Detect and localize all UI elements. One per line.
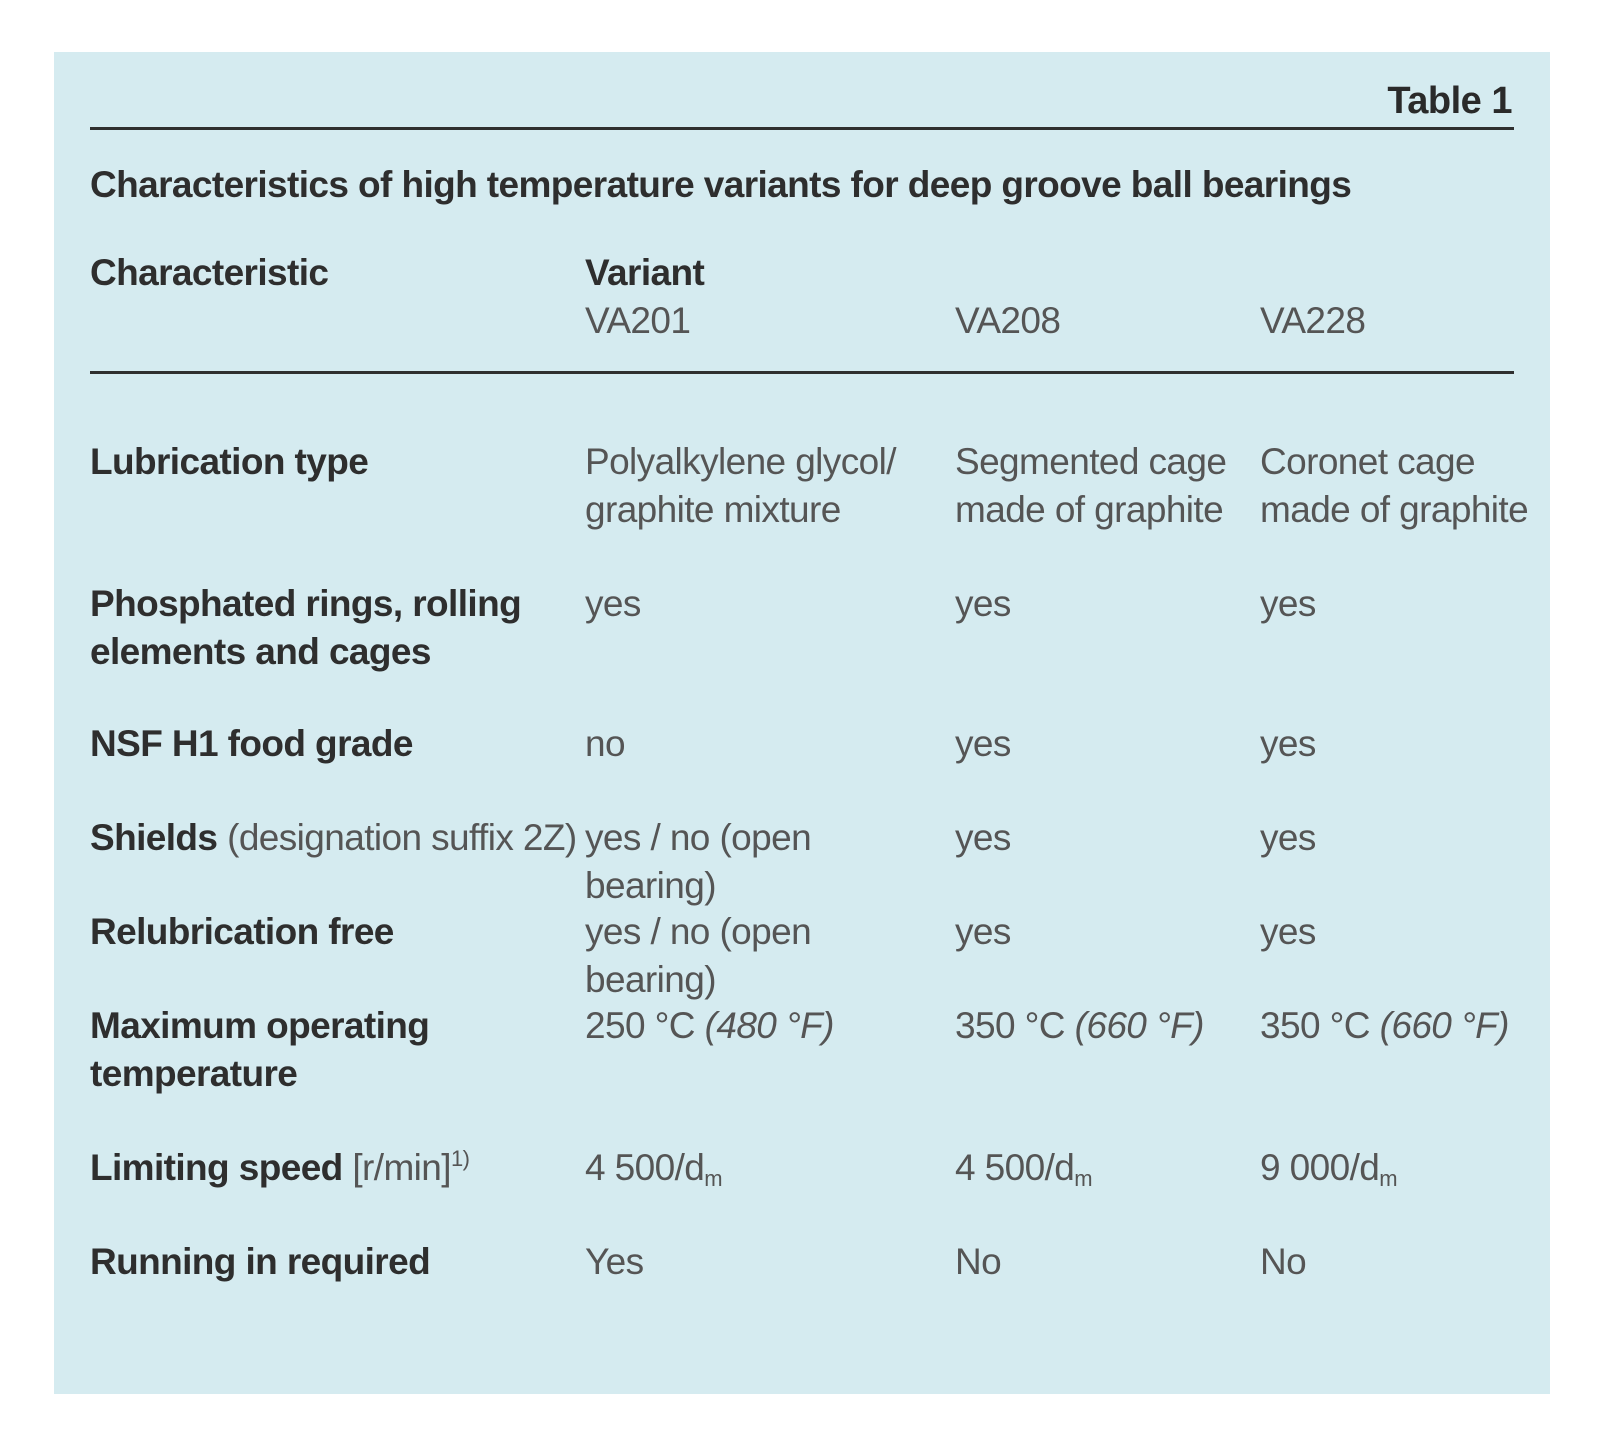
cell-va228: yes [1260, 817, 1316, 858]
row-label: Lubrication type [90, 441, 369, 482]
label-note: [r/min] [352, 1147, 451, 1188]
row-label: Relubrication free [90, 911, 394, 952]
cell-line: made of graphite [955, 489, 1224, 530]
temp-fahrenheit: (660 °F) [1379, 1005, 1510, 1046]
table-number: Table 1 [1387, 80, 1512, 122]
speed-value: 4 500/d [585, 1147, 705, 1188]
row-label: Phosphated rings, rolling elements and c… [90, 580, 580, 676]
speed-value: 4 500/d [955, 1147, 1075, 1188]
cell-va208: yes [955, 723, 1011, 764]
cell-va208: yes [955, 817, 1011, 858]
label-line: Phosphated rings, rolling [90, 583, 522, 624]
cell-line: made of graphite [1260, 489, 1529, 530]
label-text: Shields [90, 817, 218, 858]
cell-va228: No [1260, 1241, 1307, 1282]
speed-subscript: m [704, 1166, 722, 1191]
footnote-marker: 1) [450, 1146, 470, 1171]
label-line: elements and cages [90, 631, 431, 672]
speed-value: 9 000/d [1260, 1147, 1380, 1188]
header-variant-va228: VA228 [1260, 300, 1366, 341]
cell-va201: 250 °C (480 °F) [585, 1002, 950, 1050]
label-text: Limiting speed [90, 1147, 343, 1188]
row-label: Shields (designation suffix 2Z) [90, 814, 580, 862]
cell-va201: yes / no (open bearing) [585, 817, 812, 906]
cell-line: Segmented cage [955, 441, 1227, 482]
cell-va228: 350 °C (660 °F) [1260, 1002, 1560, 1050]
cell-va201: no [585, 723, 626, 764]
cell-va208: 4 500/dm [955, 1144, 1255, 1192]
cell-va228: yes [1260, 911, 1316, 952]
cell-line: Coronet cage [1260, 441, 1476, 482]
temp-celsius: 350 °C [1260, 1005, 1371, 1046]
cell-va201: yes / no (open bearing) [585, 911, 812, 1000]
cell-va208: 350 °C (660 °F) [955, 1002, 1255, 1050]
row-label: NSF H1 food grade [90, 723, 413, 764]
cell-va201: 4 500/dm [585, 1144, 950, 1192]
top-rule [90, 127, 1514, 130]
temp-fahrenheit: (480 °F) [704, 1005, 835, 1046]
table-panel: Table 1 Characteristics of high temperat… [54, 52, 1550, 1394]
header-characteristic: Characteristic [90, 252, 329, 293]
header-variant-va208: VA208 [955, 300, 1061, 341]
speed-subscript: m [1074, 1166, 1092, 1191]
cell-line: graphite mixture [585, 489, 841, 530]
cell-va201: yes [585, 583, 641, 624]
header-variant: Variant [585, 252, 705, 293]
header-variant-va201: VA201 [585, 300, 691, 341]
cell-va208: Segmented cage made of graphite [955, 438, 1255, 534]
table-caption: Characteristics of high temperature vari… [90, 164, 1352, 205]
row-label: Limiting speed [r/min]1) [90, 1144, 580, 1192]
row-label: Maximum operating temperature [90, 1002, 580, 1098]
cell-va228: yes [1260, 723, 1316, 764]
label-note: (designation suffix 2Z) [227, 817, 577, 858]
temp-celsius: 350 °C [955, 1005, 1066, 1046]
speed-subscript: m [1379, 1166, 1397, 1191]
cell-line: Polyalkylene glycol/ [585, 441, 896, 482]
cell-va228: Coronet cage made of graphite [1260, 438, 1560, 534]
cell-va228: yes [1260, 583, 1316, 624]
cell-va201: Yes [585, 1241, 644, 1282]
row-label: Running in required [90, 1241, 431, 1282]
header-rule [90, 371, 1514, 374]
cell-va201: Polyalkylene glycol/ graphite mixture [585, 438, 950, 534]
temp-celsius: 250 °C [585, 1005, 696, 1046]
cell-va208: yes [955, 583, 1011, 624]
cell-va208: No [955, 1241, 1002, 1282]
label-line: Maximum operating [90, 1005, 430, 1046]
cell-va208: yes [955, 911, 1011, 952]
cell-va228: 9 000/dm [1260, 1144, 1560, 1192]
label-line: temperature [90, 1053, 298, 1094]
temp-fahrenheit: (660 °F) [1074, 1005, 1205, 1046]
